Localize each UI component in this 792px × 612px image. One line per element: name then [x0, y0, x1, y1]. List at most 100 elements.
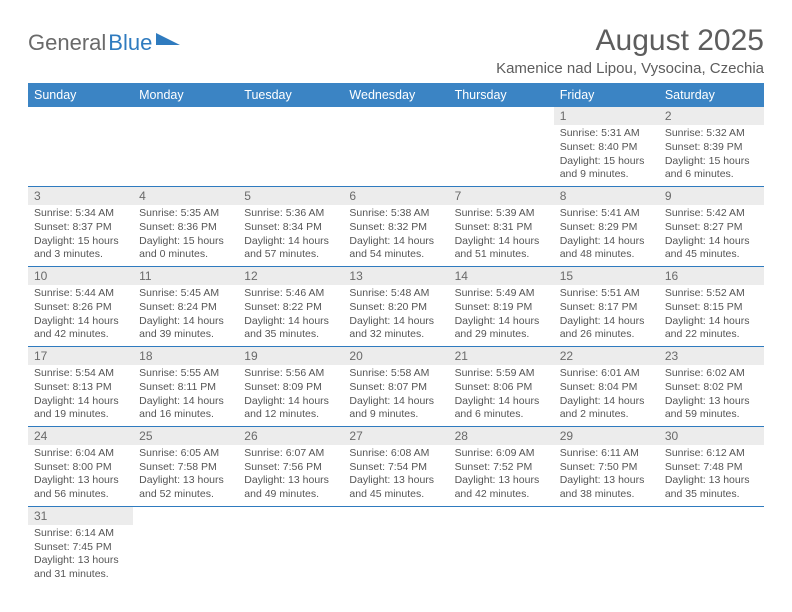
sunset-line: Sunset: 8:36 PM: [139, 221, 232, 235]
daylight-line: Daylight: 14 hours and 51 minutes.: [455, 235, 548, 262]
day-info: Sunrise: 6:12 AMSunset: 7:48 PMDaylight:…: [659, 445, 764, 506]
daylight-line: Daylight: 14 hours and 48 minutes.: [560, 235, 653, 262]
daylight-line: Daylight: 14 hours and 39 minutes.: [139, 315, 232, 342]
calendar-table: Sunday Monday Tuesday Wednesday Thursday…: [28, 83, 764, 586]
day-info: Sunrise: 6:11 AMSunset: 7:50 PMDaylight:…: [554, 445, 659, 506]
sunset-line: Sunset: 8:00 PM: [34, 461, 127, 475]
dayhead-thu: Thursday: [449, 83, 554, 107]
day-info: Sunrise: 5:48 AMSunset: 8:20 PMDaylight:…: [343, 285, 448, 346]
day-cell: 28Sunrise: 6:09 AMSunset: 7:52 PMDayligh…: [449, 426, 554, 506]
dayhead-mon: Monday: [133, 83, 238, 107]
day-cell: 13Sunrise: 5:48 AMSunset: 8:20 PMDayligh…: [343, 266, 448, 346]
day-info: Sunrise: 5:38 AMSunset: 8:32 PMDaylight:…: [343, 205, 448, 266]
day-cell: 3Sunrise: 5:34 AMSunset: 8:37 PMDaylight…: [28, 186, 133, 266]
sunset-line: Sunset: 8:32 PM: [349, 221, 442, 235]
day-number: 10: [28, 267, 133, 285]
sunrise-line: Sunrise: 6:11 AM: [560, 447, 653, 461]
day-number: 1: [554, 107, 659, 125]
day-cell: 2Sunrise: 5:32 AMSunset: 8:39 PMDaylight…: [659, 107, 764, 186]
daylight-line: Daylight: 14 hours and 16 minutes.: [139, 395, 232, 422]
sunset-line: Sunset: 8:31 PM: [455, 221, 548, 235]
day-cell: 18Sunrise: 5:55 AMSunset: 8:11 PMDayligh…: [133, 346, 238, 426]
sunrise-line: Sunrise: 6:08 AM: [349, 447, 442, 461]
day-info: Sunrise: 5:34 AMSunset: 8:37 PMDaylight:…: [28, 205, 133, 266]
sunset-line: Sunset: 8:24 PM: [139, 301, 232, 315]
day-info: Sunrise: 5:45 AMSunset: 8:24 PMDaylight:…: [133, 285, 238, 346]
sunrise-line: Sunrise: 5:35 AM: [139, 207, 232, 221]
sunset-line: Sunset: 8:26 PM: [34, 301, 127, 315]
day-number: 8: [554, 187, 659, 205]
sunset-line: Sunset: 8:11 PM: [139, 381, 232, 395]
day-number: 27: [343, 427, 448, 445]
day-number: 6: [343, 187, 448, 205]
day-number: 30: [659, 427, 764, 445]
title-block: August 2025 Kamenice nad Lipou, Vysocina…: [496, 24, 764, 77]
month-title: August 2025: [496, 24, 764, 58]
daylight-line: Daylight: 13 hours and 31 minutes.: [34, 554, 127, 581]
sunrise-line: Sunrise: 5:42 AM: [665, 207, 758, 221]
week-row: 1Sunrise: 5:31 AMSunset: 8:40 PMDaylight…: [28, 107, 764, 186]
day-cell: 21Sunrise: 5:59 AMSunset: 8:06 PMDayligh…: [449, 346, 554, 426]
empty-cell: [238, 107, 343, 186]
sunrise-line: Sunrise: 6:04 AM: [34, 447, 127, 461]
sunset-line: Sunset: 8:13 PM: [34, 381, 127, 395]
day-cell: 10Sunrise: 5:44 AMSunset: 8:26 PMDayligh…: [28, 266, 133, 346]
day-info: Sunrise: 5:56 AMSunset: 8:09 PMDaylight:…: [238, 365, 343, 426]
empty-cell: [133, 506, 238, 585]
daylight-line: Daylight: 13 hours and 42 minutes.: [455, 474, 548, 501]
empty-cell: [343, 506, 448, 585]
day-cell: 26Sunrise: 6:07 AMSunset: 7:56 PMDayligh…: [238, 426, 343, 506]
day-info: Sunrise: 6:09 AMSunset: 7:52 PMDaylight:…: [449, 445, 554, 506]
dayhead-fri: Friday: [554, 83, 659, 107]
day-cell: 14Sunrise: 5:49 AMSunset: 8:19 PMDayligh…: [449, 266, 554, 346]
day-number: 26: [238, 427, 343, 445]
sunrise-line: Sunrise: 5:31 AM: [560, 127, 653, 141]
sunrise-line: Sunrise: 6:01 AM: [560, 367, 653, 381]
day-cell: 15Sunrise: 5:51 AMSunset: 8:17 PMDayligh…: [554, 266, 659, 346]
sunset-line: Sunset: 8:37 PM: [34, 221, 127, 235]
day-header-row: Sunday Monday Tuesday Wednesday Thursday…: [28, 83, 764, 107]
empty-cell: [554, 506, 659, 585]
daylight-line: Daylight: 14 hours and 9 minutes.: [349, 395, 442, 422]
sunrise-line: Sunrise: 5:48 AM: [349, 287, 442, 301]
sunset-line: Sunset: 8:39 PM: [665, 141, 758, 155]
sunset-line: Sunset: 8:27 PM: [665, 221, 758, 235]
day-cell: 11Sunrise: 5:45 AMSunset: 8:24 PMDayligh…: [133, 266, 238, 346]
day-info: Sunrise: 5:41 AMSunset: 8:29 PMDaylight:…: [554, 205, 659, 266]
day-info: Sunrise: 5:49 AMSunset: 8:19 PMDaylight:…: [449, 285, 554, 346]
day-number: 13: [343, 267, 448, 285]
sunset-line: Sunset: 7:52 PM: [455, 461, 548, 475]
day-info: Sunrise: 6:08 AMSunset: 7:54 PMDaylight:…: [343, 445, 448, 506]
sunrise-line: Sunrise: 5:52 AM: [665, 287, 758, 301]
sunset-line: Sunset: 8:34 PM: [244, 221, 337, 235]
sunset-line: Sunset: 7:50 PM: [560, 461, 653, 475]
day-cell: 22Sunrise: 6:01 AMSunset: 8:04 PMDayligh…: [554, 346, 659, 426]
logo-text-1: General: [28, 30, 106, 56]
day-cell: 5Sunrise: 5:36 AMSunset: 8:34 PMDaylight…: [238, 186, 343, 266]
dayhead-sun: Sunday: [28, 83, 133, 107]
week-row: 3Sunrise: 5:34 AMSunset: 8:37 PMDaylight…: [28, 186, 764, 266]
day-info: Sunrise: 5:59 AMSunset: 8:06 PMDaylight:…: [449, 365, 554, 426]
day-info: Sunrise: 5:54 AMSunset: 8:13 PMDaylight:…: [28, 365, 133, 426]
day-cell: 7Sunrise: 5:39 AMSunset: 8:31 PMDaylight…: [449, 186, 554, 266]
dayhead-tue: Tuesday: [238, 83, 343, 107]
day-info: Sunrise: 5:36 AMSunset: 8:34 PMDaylight:…: [238, 205, 343, 266]
daylight-line: Daylight: 13 hours and 38 minutes.: [560, 474, 653, 501]
empty-cell: [659, 506, 764, 585]
day-number: 5: [238, 187, 343, 205]
day-info: Sunrise: 5:46 AMSunset: 8:22 PMDaylight:…: [238, 285, 343, 346]
sunset-line: Sunset: 7:45 PM: [34, 541, 127, 555]
day-number: 12: [238, 267, 343, 285]
sunset-line: Sunset: 8:22 PM: [244, 301, 337, 315]
day-cell: 23Sunrise: 6:02 AMSunset: 8:02 PMDayligh…: [659, 346, 764, 426]
sunset-line: Sunset: 8:07 PM: [349, 381, 442, 395]
calendar-body: 1Sunrise: 5:31 AMSunset: 8:40 PMDaylight…: [28, 107, 764, 586]
sunset-line: Sunset: 8:20 PM: [349, 301, 442, 315]
day-number: 28: [449, 427, 554, 445]
empty-cell: [28, 107, 133, 186]
day-number: 14: [449, 267, 554, 285]
day-cell: 30Sunrise: 6:12 AMSunset: 7:48 PMDayligh…: [659, 426, 764, 506]
empty-cell: [449, 506, 554, 585]
day-number: 16: [659, 267, 764, 285]
day-info: Sunrise: 6:14 AMSunset: 7:45 PMDaylight:…: [28, 525, 133, 586]
